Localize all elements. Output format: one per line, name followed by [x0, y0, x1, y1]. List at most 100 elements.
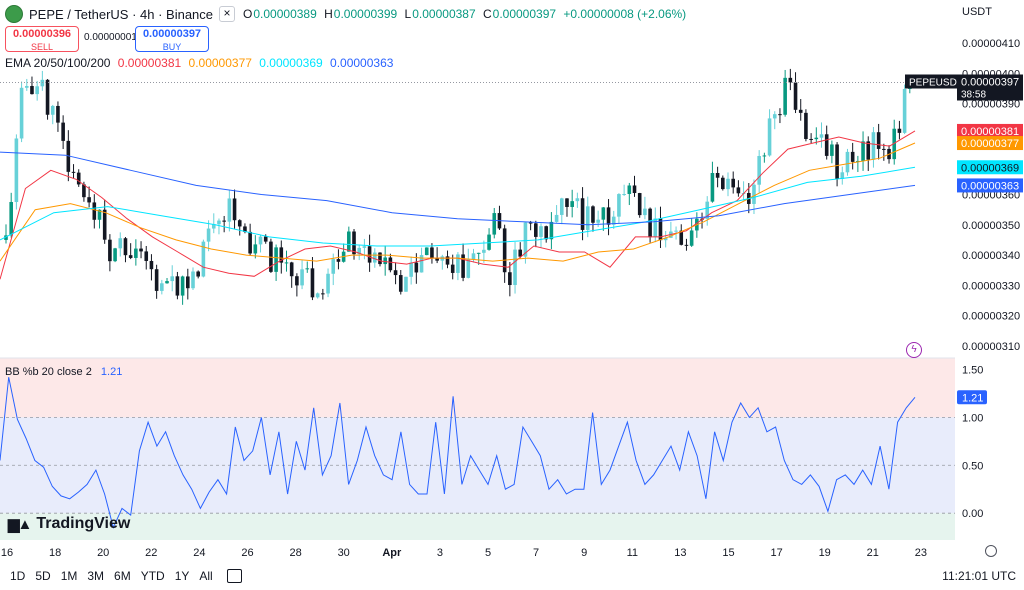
candle-body	[539, 226, 543, 237]
close-icon[interactable]: ×	[219, 6, 236, 22]
symbol-badge-text: PEPEUSDT	[909, 77, 963, 88]
ema-legend[interactable]: EMA 20/50/100/200 0.00000381 0.00000377 …	[5, 56, 397, 70]
candle-body	[772, 114, 777, 119]
candle-body	[679, 230, 684, 245]
candle-body	[279, 247, 284, 263]
bb-value-badge	[957, 390, 987, 405]
candle-body	[450, 264, 455, 273]
candle-body	[24, 86, 29, 88]
range-1m[interactable]: 1M	[60, 569, 78, 583]
clock-readout[interactable]: 11:21:01 UTC	[942, 569, 1016, 583]
candle-body	[721, 177, 725, 190]
candle-body	[87, 197, 91, 203]
candle-body	[575, 198, 580, 202]
time-axis-tick: 3	[437, 547, 443, 559]
candle-body	[591, 206, 595, 223]
bb-axis-tick: 0.50	[962, 460, 983, 472]
price-axis-tick: 0.00000310	[962, 341, 1020, 353]
bb-legend-label: BB %b 20 close 2	[5, 366, 92, 378]
buy-button[interactable]: 0.00000397 BUY	[135, 26, 209, 52]
candle-body	[315, 293, 320, 298]
candle-body	[9, 202, 13, 236]
candle-body	[835, 144, 839, 179]
candle-body	[596, 219, 600, 223]
candle-body	[757, 155, 761, 185]
candle-body	[601, 207, 606, 220]
candle-body	[326, 273, 330, 294]
gear-icon[interactable]	[985, 545, 997, 557]
candle-body	[476, 252, 481, 254]
symbol-badge-bg	[905, 74, 957, 89]
range-1y[interactable]: 1Y	[174, 569, 190, 583]
candle-body	[180, 276, 185, 296]
candle-body	[206, 228, 211, 242]
range-ytd[interactable]: YTD	[140, 569, 165, 583]
candle-body	[492, 213, 497, 235]
time-axis-tick: Apr	[382, 547, 402, 559]
range-all[interactable]: All	[199, 569, 213, 583]
candle-body	[445, 256, 450, 265]
candle-body	[513, 249, 517, 286]
time-axis-tick: 28	[289, 547, 301, 559]
price-axis-tick: 0.00000320	[962, 311, 1020, 323]
price-badge-bg	[957, 74, 1023, 101]
candle-body	[611, 216, 616, 225]
candle-body	[814, 137, 819, 140]
ema-badge-text: 0.00000369	[961, 162, 1019, 174]
range-1d[interactable]: 1D	[10, 569, 26, 583]
chart-header: PEPE / TetherUS · 4h · Binance × O0.0000…	[0, 4, 690, 24]
candle-body	[14, 138, 19, 203]
candle-body	[404, 276, 408, 292]
candle-body	[508, 272, 512, 286]
time-axis-tick: 30	[338, 547, 350, 559]
ema200-value: 0.00000363	[330, 56, 394, 70]
candle-body	[45, 79, 50, 115]
candle-body	[830, 144, 834, 156]
ema-badge-text: 0.00000381	[961, 126, 1019, 138]
candle-body	[284, 262, 289, 264]
candle-body	[243, 226, 247, 232]
candle-body	[518, 249, 523, 257]
sell-button[interactable]: 0.00000396 SELL	[5, 26, 79, 52]
candle-body	[606, 207, 611, 225]
range-5d[interactable]: 5D	[35, 569, 51, 583]
candle-body	[196, 271, 200, 277]
candle-body	[248, 231, 252, 254]
ema-line-ema50	[0, 142, 916, 262]
time-axis-tick: 23	[915, 547, 927, 559]
range-3m[interactable]: 3M	[87, 569, 105, 583]
candle-body	[76, 172, 81, 185]
tradingview-logo: ▆▲ TradingView	[8, 515, 130, 533]
bb-legend[interactable]: BB %b 20 close 2 1.21	[5, 366, 122, 378]
symbol-title[interactable]: PEPE / TetherUS · 4h · Binance	[29, 6, 214, 22]
candle-body	[144, 251, 149, 261]
candle-body	[632, 185, 637, 194]
time-axis-tick: 7	[533, 547, 539, 559]
candle-body	[845, 151, 850, 173]
calendar-icon[interactable]	[226, 569, 242, 583]
candle-body	[648, 208, 652, 238]
time-axis-tick: 21	[867, 547, 879, 559]
range-bar: 1D 5D 1M 3M 6M YTD 1Y All	[10, 569, 252, 583]
candle-body	[783, 77, 787, 115]
candle-body	[861, 141, 865, 161]
candle-body	[736, 187, 741, 194]
tradingview-wordmark: TradingView	[36, 515, 131, 532]
price-axis-tick: 0.00000410	[962, 38, 1020, 50]
range-6m[interactable]: 6M	[114, 569, 131, 583]
time-axis-tick: 24	[193, 547, 205, 559]
price-axis-tick: 0.00000350	[962, 220, 1020, 232]
change-value: +0.00000008 (+2.06%)	[563, 7, 687, 21]
candle-body	[398, 275, 403, 292]
candles-group	[4, 68, 912, 305]
time-axis-tick: 17	[770, 547, 782, 559]
currency-label[interactable]: USDT	[962, 6, 992, 18]
candle-body	[30, 86, 34, 95]
candle-body	[554, 214, 559, 222]
candle-body	[347, 231, 351, 252]
candle-body	[767, 118, 772, 156]
candle-body	[92, 202, 97, 220]
ema-badge-bg	[957, 178, 1023, 193]
lightning-icon[interactable]: ϟ	[906, 342, 922, 358]
